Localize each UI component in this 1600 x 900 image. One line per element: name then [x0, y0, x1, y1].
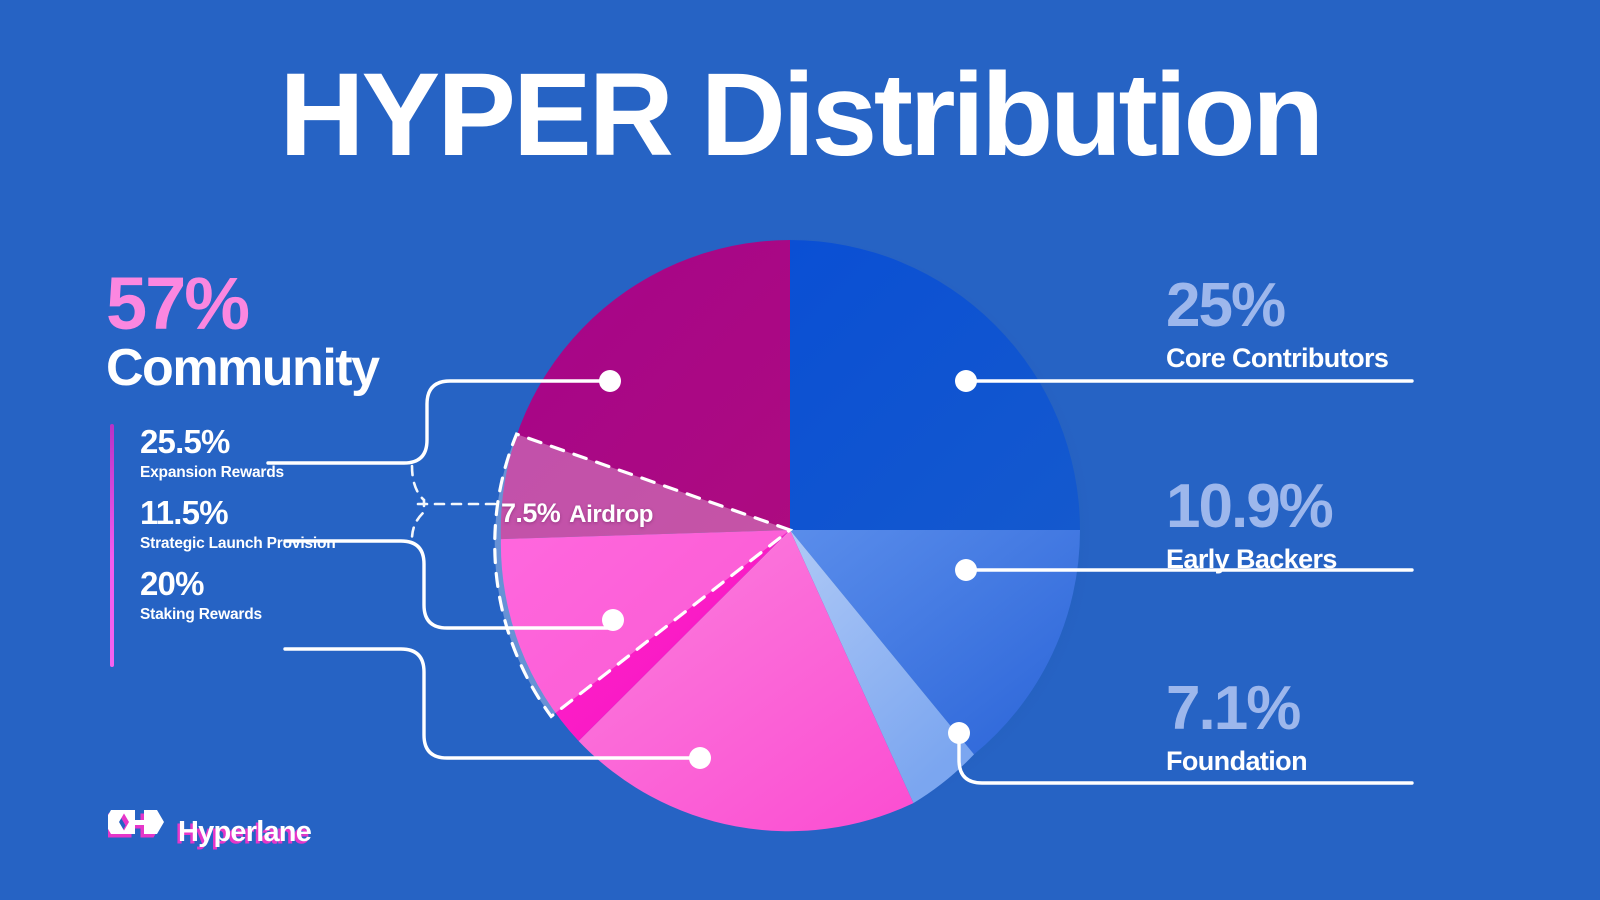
hyperlane-logo: Hyperlane: [108, 806, 312, 858]
hyperlane-h-logo-icon: [108, 810, 164, 838]
foundation-label: Foundation: [1166, 745, 1308, 776]
page-title-strong: HYPER: [279, 49, 701, 181]
core-contributors-percent: 25%: [1166, 271, 1286, 340]
page-title: HYPER Distribution: [0, 56, 1600, 174]
expansion-rewards-percent: 25.5%: [140, 423, 230, 460]
airdrop-name: Airdrop: [569, 501, 654, 528]
pie-chart: [470, 210, 1110, 850]
list-item: 7.1% Foundation: [1166, 674, 1308, 776]
pie-slice-early-backers: [790, 530, 1081, 755]
list-item: 10.9% Early Backers: [1166, 472, 1337, 574]
list-item: 11.5% Strategic Launch Provision: [140, 495, 550, 553]
early-backers-percent: 10.9%: [1166, 472, 1334, 541]
staking-rewards-label: Staking Rewards: [140, 606, 262, 624]
list-item: 25% Core Contributors: [1166, 271, 1389, 373]
hyperlane-wordmark: Hyperlane: [178, 815, 312, 848]
pie-slice-core-contributors: [790, 240, 1080, 530]
pie-slice-foundation: [790, 530, 974, 804]
community-breakdown-list: 25.5% Expansion Rewards 11.5% Strategic …: [110, 424, 550, 667]
list-item: 25.5% Expansion Rewards: [140, 424, 550, 482]
strategic-launch-label: Strategic Launch Provision: [140, 534, 336, 552]
community-percent: 57%: [106, 262, 250, 345]
community-summary: 57% Community: [106, 262, 526, 398]
expansion-rewards-label: Expansion Rewards: [140, 463, 284, 481]
staking-rewards-percent: 20%: [140, 565, 204, 603]
accent-bar: [110, 424, 114, 667]
airdrop-percent: 7.5%: [501, 498, 561, 528]
page-title-light: Distribution: [700, 49, 1325, 181]
airdrop-inline-label: 7.5% Airdrop: [501, 498, 653, 529]
list-item: 20% Staking Rewards: [140, 566, 550, 624]
community-label: Community: [106, 339, 380, 398]
foundation-percent: 7.1%: [1166, 674, 1301, 743]
early-backers-label: Early Backers: [1166, 543, 1337, 574]
pie-chart-svg: [493, 236, 1093, 832]
strategic-launch-percent: 11.5%: [140, 494, 229, 532]
core-contributors-label: Core Contributors: [1166, 342, 1389, 373]
